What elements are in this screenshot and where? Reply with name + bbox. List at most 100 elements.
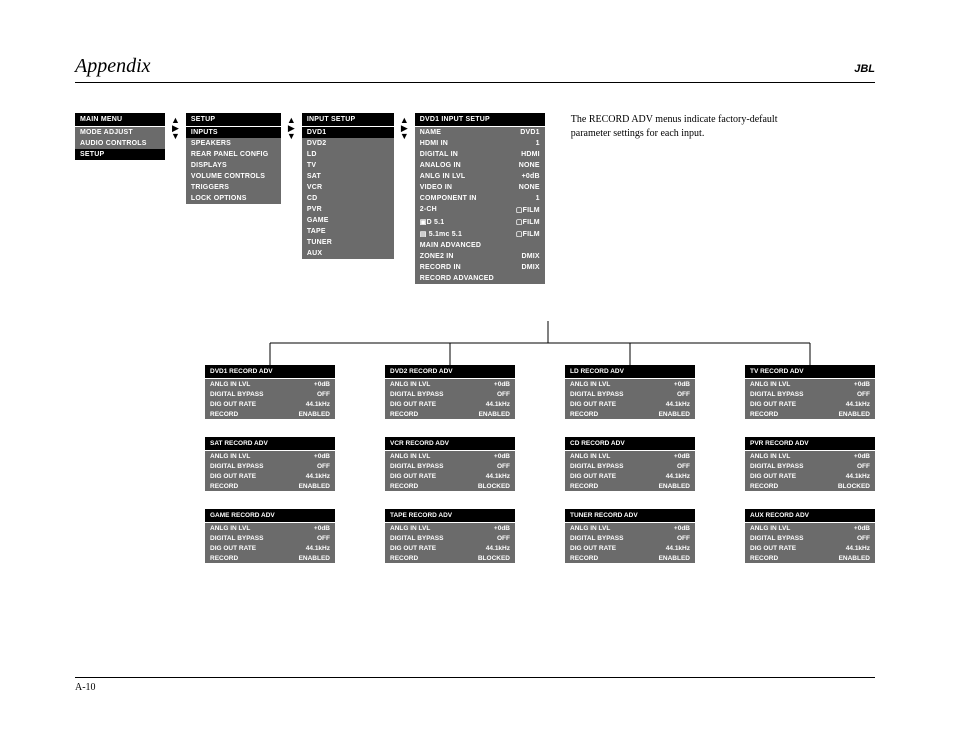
adv-row: RECORDENABLED — [385, 409, 515, 419]
adv-row: DIG OUT RATE44.1kHz — [565, 399, 695, 409]
record-adv-box: TAPE RECORD ADVANLG IN LVL+0dBDIGITAL BY… — [385, 509, 515, 563]
menu-item-row: VIDEO INNONE — [415, 182, 545, 193]
menu-item: SAT — [302, 171, 394, 182]
adv-row: ANLG IN LVL+0dB — [745, 451, 875, 461]
arrow-icon: ▲▶▼ — [400, 116, 409, 140]
menu-item: REAR PANEL CONFIG — [186, 149, 281, 160]
description-text: The RECORD ADV menus indicate factory-de… — [571, 113, 781, 141]
menu-item-row: ANLG IN LVL+0dB — [415, 171, 545, 182]
adv-row: DIGITAL BYPASSOFF — [745, 461, 875, 471]
menu-item: CD — [302, 193, 394, 204]
adv-row: ANLG IN LVL+0dB — [385, 379, 515, 389]
arrow-icon: ▲▶▼ — [171, 116, 180, 140]
adv-row: ANLG IN LVL+0dB — [205, 523, 335, 533]
adv-box-title: CD RECORD ADV — [565, 437, 695, 451]
adv-row: RECORDENABLED — [205, 481, 335, 491]
adv-row: DIG OUT RATE44.1kHz — [385, 543, 515, 553]
adv-box-title: PVR RECORD ADV — [745, 437, 875, 451]
menu-item: SETUP — [75, 149, 165, 160]
adv-row: DIG OUT RATE44.1kHz — [385, 399, 515, 409]
adv-row: RECORDENABLED — [205, 553, 335, 563]
adv-row: RECORDBLOCKED — [385, 553, 515, 563]
adv-row: DIGITAL BYPASSOFF — [385, 389, 515, 399]
adv-row: DIG OUT RATE44.1kHz — [205, 399, 335, 409]
adv-row: RECORDENABLED — [565, 409, 695, 419]
dvd1-setup-title: DVD1 INPUT SETUP — [415, 113, 545, 127]
adv-row: DIGITAL BYPASSOFF — [745, 389, 875, 399]
adv-box-title: DVD1 RECORD ADV — [205, 365, 335, 379]
menu-item-row: DIGITAL INHDMI — [415, 149, 545, 160]
menu-item: DISPLAYS — [186, 160, 281, 171]
adv-box-title: TUNER RECORD ADV — [565, 509, 695, 523]
setup-menu-box: SETUP INPUTSSPEAKERSREAR PANEL CONFIGDIS… — [186, 113, 281, 204]
adv-row: ANLG IN LVL+0dB — [385, 451, 515, 461]
adv-row: DIG OUT RATE44.1kHz — [565, 543, 695, 553]
adv-row: DIGITAL BYPASSOFF — [205, 461, 335, 471]
menu-item-row: 2-CH▢FILM — [415, 204, 545, 216]
adv-row: DIG OUT RATE44.1kHz — [385, 471, 515, 481]
adv-row: DIGITAL BYPASSOFF — [385, 461, 515, 471]
dvd1-input-setup-box: DVD1 INPUT SETUP NAMEDVD1HDMI IN1DIGITAL… — [415, 113, 545, 284]
adv-row: ANLG IN LVL+0dB — [565, 451, 695, 461]
menu-item: TV — [302, 160, 394, 171]
adv-row: DIGITAL BYPASSOFF — [565, 389, 695, 399]
arrow-icon: ▲▶▼ — [287, 116, 296, 140]
adv-box-title: DVD2 RECORD ADV — [385, 365, 515, 379]
menu-item: MODE ADJUST — [75, 127, 165, 138]
record-adv-box: AUX RECORD ADVANLG IN LVL+0dBDIGITAL BYP… — [745, 509, 875, 563]
adv-box-title: AUX RECORD ADV — [745, 509, 875, 523]
page-footer: A-10 — [75, 677, 875, 693]
menu-item: TUNER — [302, 237, 394, 248]
adv-row: DIG OUT RATE44.1kHz — [745, 471, 875, 481]
record-adv-box: CD RECORD ADVANLG IN LVL+0dBDIGITAL BYPA… — [565, 437, 695, 491]
page-number: A-10 — [75, 682, 96, 693]
menu-item-row: ▤ 5.1mc 5.1▢FILM — [415, 228, 545, 240]
input-setup-title: INPUT SETUP — [302, 113, 394, 127]
page-header: Appendix JBL — [75, 55, 875, 83]
adv-row: RECORDENABLED — [205, 409, 335, 419]
record-adv-box: TUNER RECORD ADVANLG IN LVL+0dBDIGITAL B… — [565, 509, 695, 563]
main-menu-title: MAIN MENU — [75, 113, 165, 127]
adv-row: RECORDENABLED — [565, 481, 695, 491]
record-adv-box: SAT RECORD ADVANLG IN LVL+0dBDIGITAL BYP… — [205, 437, 335, 491]
menu-item: AUDIO CONTROLS — [75, 138, 165, 149]
menu-item-row: MAIN ADVANCED — [415, 240, 545, 251]
grid-row: SAT RECORD ADVANLG IN LVL+0dBDIGITAL BYP… — [75, 437, 875, 491]
menu-hierarchy-row: MAIN MENU MODE ADJUSTAUDIO CONTROLSSETUP… — [75, 113, 875, 284]
adv-row: DIG OUT RATE44.1kHz — [745, 399, 875, 409]
adv-row: DIGITAL BYPASSOFF — [205, 389, 335, 399]
menu-item: INPUTS — [186, 127, 281, 138]
adv-box-title: TAPE RECORD ADV — [385, 509, 515, 523]
page: Appendix JBL MAIN MENU MODE ADJUSTAUDIO … — [75, 55, 875, 284]
adv-box-title: GAME RECORD ADV — [205, 509, 335, 523]
menu-item: LD — [302, 149, 394, 160]
adv-row: ANLG IN LVL+0dB — [205, 379, 335, 389]
menu-item-row: ▣D 5.1▢FILM — [415, 216, 545, 228]
adv-row: DIGITAL BYPASSOFF — [565, 533, 695, 543]
adv-row: DIG OUT RATE44.1kHz — [745, 543, 875, 553]
adv-row: DIGITAL BYPASSOFF — [205, 533, 335, 543]
adv-row: DIG OUT RATE44.1kHz — [565, 471, 695, 481]
record-adv-box: PVR RECORD ADVANLG IN LVL+0dBDIGITAL BYP… — [745, 437, 875, 491]
adv-row: ANLG IN LVL+0dB — [205, 451, 335, 461]
menu-item: PVR — [302, 204, 394, 215]
input-setup-box: INPUT SETUP DVD1DVD2LDTVSATVCRCDPVRGAMET… — [302, 113, 394, 259]
setup-menu-title: SETUP — [186, 113, 281, 127]
adv-row: DIGITAL BYPASSOFF — [745, 533, 875, 543]
record-adv-box: TV RECORD ADVANLG IN LVL+0dBDIGITAL BYPA… — [745, 365, 875, 419]
record-adv-box: DVD1 RECORD ADVANLG IN LVL+0dBDIGITAL BY… — [205, 365, 335, 419]
adv-box-title: SAT RECORD ADV — [205, 437, 335, 451]
adv-box-title: LD RECORD ADV — [565, 365, 695, 379]
adv-row: ANLG IN LVL+0dB — [565, 379, 695, 389]
adv-row: ANLG IN LVL+0dB — [565, 523, 695, 533]
adv-box-title: TV RECORD ADV — [745, 365, 875, 379]
menu-item-row: ZONE2 INDMIX — [415, 251, 545, 262]
brand-label: JBL — [854, 63, 875, 75]
record-adv-box: GAME RECORD ADVANLG IN LVL+0dBDIGITAL BY… — [205, 509, 335, 563]
menu-item: GAME — [302, 215, 394, 226]
adv-row: ANLG IN LVL+0dB — [745, 523, 875, 533]
record-adv-box: VCR RECORD ADVANLG IN LVL+0dBDIGITAL BYP… — [385, 437, 515, 491]
grid-row: DVD1 RECORD ADVANLG IN LVL+0dBDIGITAL BY… — [75, 365, 875, 419]
adv-row: RECORDENABLED — [745, 409, 875, 419]
menu-item: DVD1 — [302, 127, 394, 138]
